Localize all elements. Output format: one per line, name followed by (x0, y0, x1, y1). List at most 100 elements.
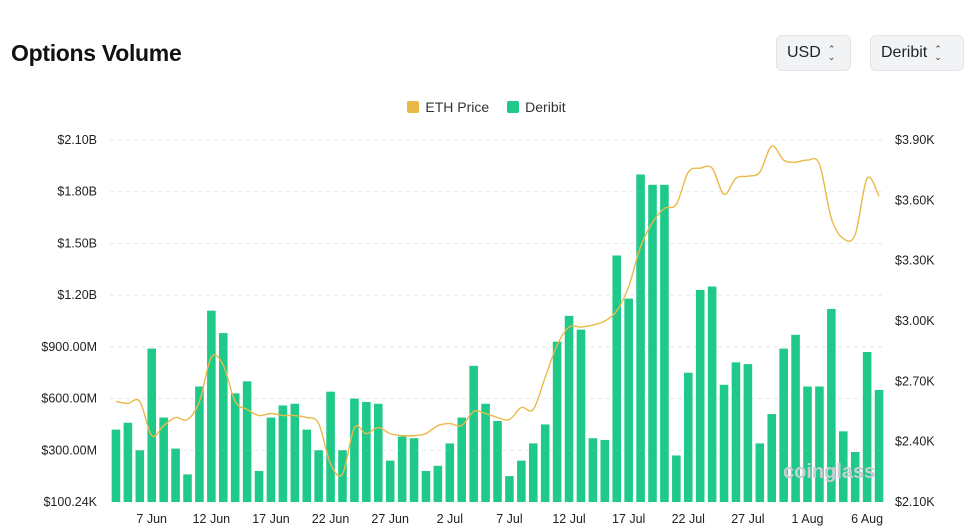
bar-deribit[interactable] (266, 417, 276, 502)
bar-deribit[interactable] (743, 364, 753, 502)
bar-deribit[interactable] (588, 438, 598, 502)
bar-deribit[interactable] (505, 476, 514, 502)
bar-deribit[interactable] (791, 334, 800, 502)
bar-deribit[interactable] (421, 470, 431, 502)
left-axis-ticks: $100.24K $300.00M $600.00M $900.00M $1.20B $1… (41, 133, 97, 509)
x-axis-tick-label: 27 Jun (371, 512, 409, 526)
bar-deribit[interactable] (636, 174, 645, 502)
bar-deribit[interactable] (576, 329, 586, 502)
bar-deribit[interactable] (874, 389, 884, 502)
bar-deribit[interactable] (278, 405, 288, 502)
bar-deribit[interactable] (469, 365, 478, 502)
bar-deribit[interactable] (362, 402, 371, 502)
bar-deribit[interactable] (815, 386, 824, 502)
bar-deribit[interactable] (302, 429, 312, 502)
chevron-up-down-icon: ⌃ ⌄ (934, 44, 942, 62)
x-axis-tick-label: 22 Jun (312, 512, 350, 526)
bar-deribit[interactable] (493, 420, 502, 502)
bar-deribit[interactable] (409, 438, 419, 502)
page-title: Options Volume (11, 40, 182, 66)
legend-item-deribit[interactable]: Deribit (507, 99, 566, 115)
bar-deribit[interactable] (517, 460, 526, 502)
left-axis-tick-label: $300.00M (41, 443, 97, 457)
bar-deribit[interactable] (838, 431, 848, 502)
bar-deribit[interactable] (195, 386, 204, 502)
bar-deribit[interactable] (707, 286, 717, 502)
bar-deribit[interactable] (242, 381, 252, 502)
bar-deribit[interactable] (612, 255, 622, 502)
bar-deribit[interactable] (171, 448, 180, 502)
x-axis-tick-label: 17 Jun (252, 512, 290, 526)
x-axis-tick-label: 7 Jun (136, 512, 167, 526)
x-axis-tick-label: 6 Aug (851, 512, 883, 526)
bar-deribit[interactable] (290, 403, 300, 502)
left-axis-tick-label: $600.00M (41, 392, 97, 406)
bar-deribit[interactable] (481, 403, 490, 502)
bar-deribit[interactable] (397, 436, 407, 502)
legend-label-eth-price: ETH Price (425, 99, 490, 115)
eth-price-line (115, 145, 880, 477)
bar-deribit[interactable] (123, 422, 133, 502)
bar-deribit[interactable] (183, 474, 192, 502)
bar-deribit[interactable] (862, 352, 872, 502)
left-axis-tick-label: $900.00M (41, 340, 97, 354)
exchange-select[interactable]: Deribit ⌃ ⌄ (870, 35, 964, 71)
chart-legend: ETH Price Deribit (0, 99, 973, 115)
bar-deribit[interactable] (755, 443, 765, 502)
x-axis-tick-label: 7 Jul (496, 512, 522, 526)
left-axis-tick-label: $1.20B (57, 288, 97, 302)
bar-deribit[interactable] (230, 393, 240, 502)
currency-select[interactable]: USD ⌃ ⌄ (776, 35, 851, 71)
bar-deribit[interactable] (660, 184, 669, 503)
bar-deribit[interactable] (528, 443, 538, 502)
watermark: coinglass (783, 461, 875, 483)
bar-deribit[interactable] (672, 455, 681, 502)
bar-deribit[interactable] (803, 386, 812, 502)
bar-deribit[interactable] (600, 439, 610, 502)
bar-deribit[interactable] (385, 460, 395, 502)
bar-deribit[interactable] (552, 341, 562, 502)
x-axis-tick-label: 27 Jul (731, 512, 764, 526)
bar-deribit[interactable] (624, 298, 633, 502)
right-axis-tick-label: $2.70K (895, 374, 935, 388)
legend-swatch-eth-price (407, 101, 420, 113)
bar-deribit[interactable] (218, 333, 228, 502)
right-axis-ticks: $2.10K $2.40K $2.70K $3.00K $3.30K $3.60K $3.9… (895, 133, 935, 509)
bar-deribit[interactable] (373, 403, 383, 502)
left-axis-tick-label: $100.24K (43, 495, 97, 509)
bar-deribit[interactable] (731, 362, 741, 502)
bar-deribit[interactable] (564, 315, 574, 502)
bar-deribit[interactable] (767, 414, 777, 502)
bar-deribit[interactable] (338, 450, 347, 502)
bar-deribit[interactable] (254, 470, 264, 502)
bar-deribit[interactable] (159, 417, 168, 502)
x-axis-tick-label: 12 Jul (552, 512, 585, 526)
bar-deribit[interactable] (350, 398, 359, 502)
bar-deribit[interactable] (111, 429, 121, 502)
exchange-select-value: Deribit (881, 44, 928, 61)
legend-label-deribit: Deribit (525, 99, 566, 115)
bar-deribit[interactable] (314, 450, 323, 502)
bar-deribit[interactable] (445, 443, 455, 502)
bar-deribit[interactable] (827, 308, 836, 502)
bar-deribit[interactable] (135, 450, 145, 502)
bar-deribit[interactable] (540, 424, 550, 502)
bar-deribit[interactable] (147, 348, 157, 502)
bar-deribit[interactable] (433, 465, 443, 502)
bar-deribit[interactable] (695, 289, 705, 502)
line-eth-price[interactable] (115, 145, 880, 477)
x-axis-tick-label: 22 Jul (672, 512, 705, 526)
bar-deribit[interactable] (457, 417, 467, 502)
bar-deribit[interactable] (207, 310, 216, 502)
bar-deribit[interactable] (326, 391, 335, 502)
bar-deribit[interactable] (683, 372, 693, 502)
chevron-up-down-icon: ⌃ ⌄ (827, 44, 836, 62)
bar-deribit[interactable] (850, 452, 860, 502)
right-axis-tick-label: $3.60K (895, 193, 935, 207)
right-axis-tick-label: $3.00K (895, 314, 935, 328)
bar-deribit[interactable] (779, 348, 788, 502)
bar-deribit[interactable] (719, 384, 729, 502)
bar-deribit[interactable] (648, 184, 657, 503)
legend-swatch-deribit (507, 101, 520, 113)
legend-item-eth-price[interactable]: ETH Price (407, 99, 489, 115)
